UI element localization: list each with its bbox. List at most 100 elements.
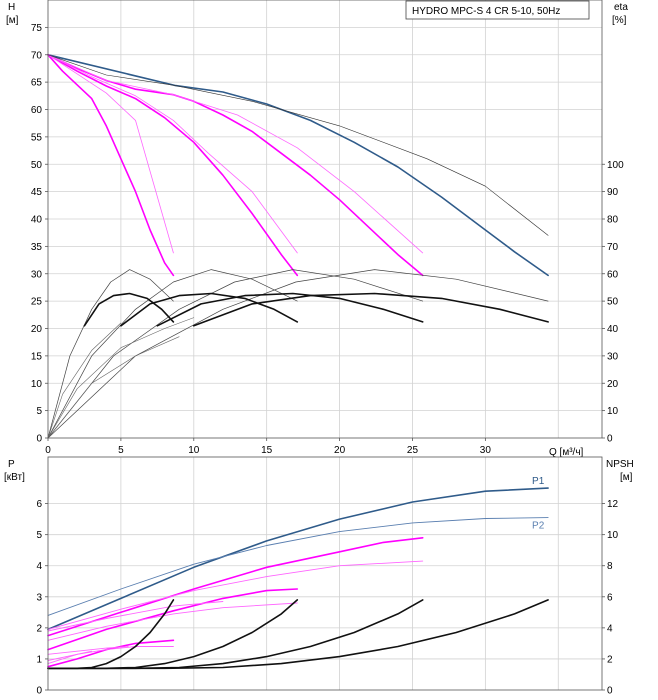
top-series-line-14 (47, 322, 122, 439)
top-right-tick-label: 10 (607, 406, 619, 417)
bottom-right-axis-unit: [м] (620, 472, 633, 483)
bottom-series-line-1 (47, 517, 549, 616)
top-right-tick-label: 100 (607, 160, 624, 171)
bottom-series-line-0 (47, 487, 549, 631)
top-series-line-13 (47, 336, 180, 439)
top-series-line-1 (47, 53, 424, 277)
top-right-tick-label: 90 (607, 187, 619, 198)
top-series-line-15 (83, 292, 175, 327)
bottom-series-line-9 (47, 646, 129, 655)
top-series-line-3 (47, 53, 175, 277)
bottom-right-tick-label: 12 (607, 499, 619, 510)
top-right-tick-label: 40 (607, 324, 619, 335)
bottom-left-ticks: 0 1 2 3 4 5 6 (36, 499, 48, 697)
top-right-ticks: 0 10 20 30 40 50 60 70 80 90 100 (602, 160, 624, 445)
bottom-left-tick-label: 5 (36, 530, 42, 541)
series-label-p1: P1 (532, 476, 545, 487)
bottom-plot-frame (47, 456, 603, 691)
bottom-right-tick-label: 8 (607, 561, 613, 572)
bottom-series-line-5 (47, 602, 298, 641)
bottom-right-tick-label: 2 (607, 654, 613, 665)
top-x-axis-title: Q [м³/ч] (549, 447, 584, 458)
top-right-tick-label: 80 (607, 215, 619, 226)
bottom-series-line-6 (47, 601, 224, 632)
top-left-tick-label: 25 (31, 297, 43, 308)
top-x-tick-label: 15 (261, 445, 273, 456)
top-series-line-0 (47, 53, 549, 277)
bottom-series-line-8 (47, 646, 174, 661)
bottom-plot-area (48, 457, 602, 690)
bottom-curves (47, 487, 549, 670)
series-label-p2: P2 (532, 521, 545, 532)
top-left-tick-label: 75 (31, 23, 43, 34)
top-left-axis-title: H (8, 2, 15, 13)
top-series-line-9 (47, 269, 298, 439)
bottom-series-line-14 (47, 599, 549, 670)
legend-box (405, 0, 590, 20)
top-right-tick-label: 20 (607, 379, 619, 390)
top-series-line-12 (47, 317, 195, 439)
top-right-tick-label: 0 (607, 434, 613, 445)
bottom-left-tick-label: 2 (36, 623, 42, 634)
top-right-tick-label: 50 (607, 297, 619, 308)
top-right-axis-unit: [%] (612, 15, 627, 26)
top-x-tick-label: 25 (407, 445, 419, 456)
top-left-tick-label: 35 (31, 242, 43, 253)
bottom-right-ticks: 0 2 4 6 8 10 12 (602, 499, 619, 697)
bottom-right-axis-title: NPSH (606, 459, 634, 470)
top-left-tick-label: 40 (31, 215, 43, 226)
top-left-tick-label: 15 (31, 351, 43, 362)
top-right-tick-label: 60 (607, 269, 619, 280)
top-x-tick-label: 0 (45, 445, 51, 456)
bottom-left-axis-title: P (8, 459, 15, 470)
top-left-tick-label: 5 (36, 406, 42, 417)
bottom-series-line-10 (47, 650, 93, 665)
top-series-line-2 (47, 53, 299, 277)
bottom-series-line-3 (47, 560, 424, 630)
bottom-left-tick-label: 6 (36, 499, 42, 510)
bottom-left-tick-label: 1 (36, 654, 42, 665)
top-x-tick-label: 5 (118, 445, 124, 456)
bottom-series-line-4 (47, 588, 299, 651)
bottom-series-line-2 (47, 536, 424, 637)
top-series-line-18 (193, 292, 549, 327)
top-curves (47, 53, 549, 439)
top-series-line-4 (47, 54, 424, 254)
top-left-tick-label: 0 (36, 434, 42, 445)
bottom-left-tick-label: 0 (36, 686, 42, 697)
top-left-tick-label: 10 (31, 379, 43, 390)
top-x-tick-label: 30 (480, 445, 492, 456)
top-left-tick-label: 50 (31, 160, 43, 171)
bottom-left-tick-label: 3 (36, 592, 42, 603)
top-right-tick-label: 30 (607, 351, 619, 362)
bottom-left-tick-label: 4 (36, 561, 42, 572)
top-series-line-10 (47, 269, 424, 439)
top-x-tick-label: 20 (334, 445, 346, 456)
top-x-ticks: 0 5 10 15 20 25 30 (45, 438, 491, 456)
top-left-tick-label: 30 (31, 269, 43, 280)
bottom-series-labels: P1 P2 (532, 476, 545, 532)
top-left-tick-label: 60 (31, 105, 43, 116)
top-left-tick-label: 55 (31, 132, 43, 143)
top-left-tick-label: 20 (31, 324, 43, 335)
top-series-line-7 (47, 54, 549, 236)
top-right-axis-title: eta (614, 2, 628, 13)
top-grid (48, 0, 602, 438)
legend-box-text: HYDRO MPC-S 4 CR 5-10, 50Hz (412, 6, 560, 17)
bottom-left-axis-unit: [кВт] (4, 472, 25, 483)
top-series-line-17 (156, 292, 424, 327)
top-left-tick-label: 65 (31, 78, 43, 89)
top-left-tick-label: 70 (31, 50, 43, 61)
top-left-tick-label: 45 (31, 187, 43, 198)
bottom-right-tick-label: 10 (607, 530, 619, 541)
top-series-line-8 (47, 269, 174, 439)
top-x-tick-label: 10 (188, 445, 200, 456)
bottom-right-tick-label: 6 (607, 592, 613, 603)
top-series-line-16 (120, 292, 299, 327)
top-series-line-5 (47, 54, 298, 254)
bottom-right-tick-label: 0 (607, 686, 613, 697)
top-left-axis-unit: [м] (6, 15, 19, 26)
